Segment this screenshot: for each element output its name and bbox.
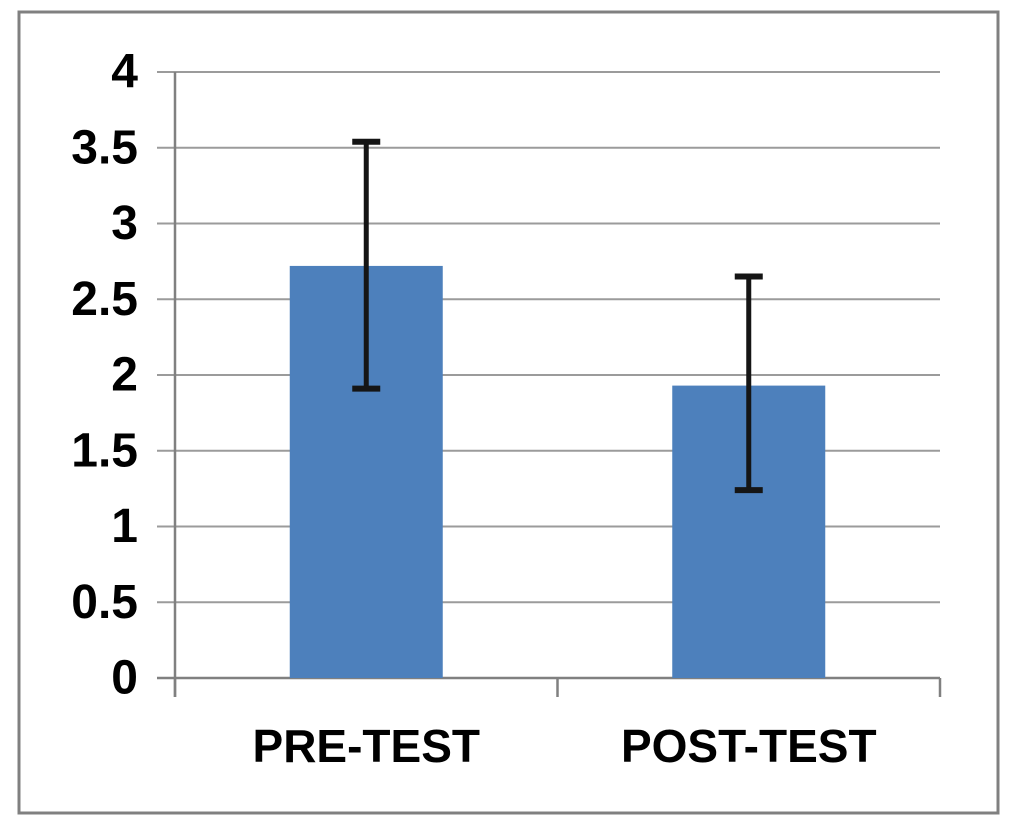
y-tick-label-2.5: 2.5 (71, 273, 138, 326)
y-tick-label-4: 4 (111, 46, 138, 99)
y-tick-label-0: 0 (111, 652, 138, 705)
y-tick-label-3: 3 (111, 197, 138, 250)
y-tick-label-2: 2 (111, 349, 138, 402)
y-tick-label-1: 1 (111, 500, 138, 553)
y-tick-label-3.5: 3.5 (71, 121, 138, 174)
y-tick-label-1.5: 1.5 (71, 424, 138, 477)
x-category-label-pre-test: PRE-TEST (253, 720, 480, 772)
x-category-label-post-test: POST-TEST (621, 720, 877, 772)
y-tick-label-0.5: 0.5 (71, 576, 138, 629)
chart-frame-border (17, 10, 1000, 815)
